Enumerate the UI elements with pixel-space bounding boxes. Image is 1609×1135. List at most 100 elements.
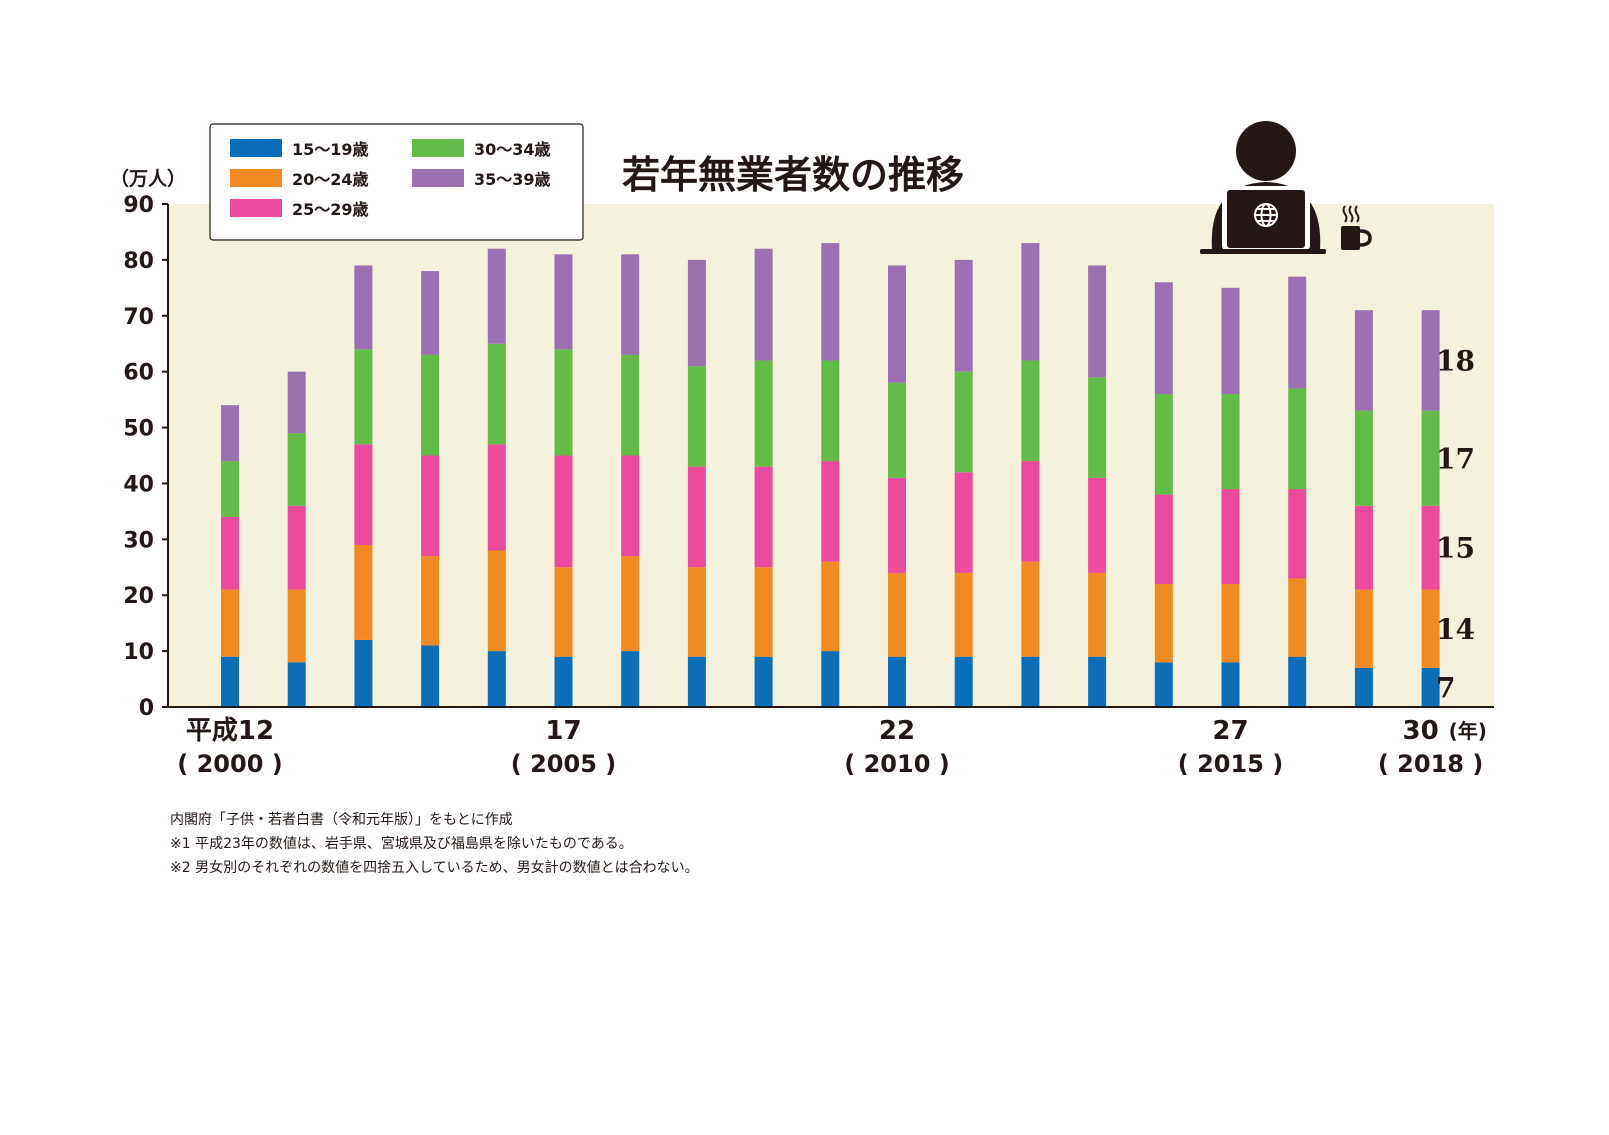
y-tick-label: 70 xyxy=(123,305,154,330)
legend-swatch xyxy=(412,169,464,187)
x-tick-label-era: 22 xyxy=(879,716,915,746)
bar-segment xyxy=(487,248,506,344)
bar-segment xyxy=(287,505,306,590)
bar-segment xyxy=(1421,667,1440,707)
bar-segment xyxy=(687,259,706,367)
bar-segment xyxy=(821,243,840,361)
bar-segment xyxy=(1354,505,1373,590)
bar-segment xyxy=(354,639,373,707)
bar-segment xyxy=(888,265,906,383)
y-tick-label: 60 xyxy=(123,361,154,386)
bar-segment xyxy=(221,656,239,707)
data-label: 15 xyxy=(1436,532,1475,565)
bar-segment xyxy=(754,360,773,467)
bar-segment xyxy=(754,567,773,657)
bar-segment xyxy=(687,466,706,568)
bar-segment xyxy=(621,254,640,355)
legend-label: 35～39歳 xyxy=(474,170,551,189)
bar-segment xyxy=(621,455,640,557)
source-note: 内閣府「子供・若者白書（令和元年版）」をもとに作成 xyxy=(170,812,513,828)
y-tick-layer: 0 10 20 30 40 50 60 70 80 90 xyxy=(123,193,168,721)
bar-segment xyxy=(1421,410,1440,506)
bar-segment xyxy=(1421,589,1440,668)
bars-layer xyxy=(221,243,1440,707)
bar-segment xyxy=(1221,489,1240,585)
bar-segment xyxy=(621,556,640,652)
bar-segment xyxy=(554,349,573,456)
data-label: 18 xyxy=(1436,344,1475,377)
bar-segment xyxy=(888,477,906,573)
legend-swatch xyxy=(230,199,282,217)
bar-segment xyxy=(354,544,373,640)
end-label-layer: 7 14 15 17 18 xyxy=(1436,344,1475,704)
data-label: 14 xyxy=(1436,613,1475,646)
bar-segment xyxy=(1088,377,1107,478)
bar-segment xyxy=(954,656,973,707)
bar-segment xyxy=(221,461,239,517)
bar-segment xyxy=(1088,572,1107,657)
y-tick-label: 20 xyxy=(123,584,154,609)
bar-segment xyxy=(487,550,506,652)
footnote-2: ※2 男女別のそれぞれの数値を四捨五入しているため、男女計の数値とは合わない。 xyxy=(170,860,699,876)
legend-label: 25～29歳 xyxy=(292,200,369,219)
x-tick-label-era: 27 xyxy=(1212,716,1248,746)
data-label: 7 xyxy=(1436,671,1455,704)
y-tick-label: 30 xyxy=(123,528,154,553)
bar-segment xyxy=(821,360,840,462)
person-at-laptop-icon xyxy=(1200,121,1326,254)
bar-segment xyxy=(1154,394,1173,495)
bar-segment xyxy=(1288,388,1307,490)
x-tick-label-year: ( 2010 ) xyxy=(844,750,949,778)
y-tick-label: 50 xyxy=(123,417,154,442)
bar-segment xyxy=(287,662,306,707)
bar-segment xyxy=(1221,584,1240,663)
x-tick-label-era: 平成12 xyxy=(186,716,274,746)
x-tick-label-era: 17 xyxy=(545,716,581,746)
bar-segment xyxy=(821,461,840,562)
y-tick-label: 80 xyxy=(123,249,154,274)
legend-label: 20～24歳 xyxy=(292,170,369,189)
globe-icon xyxy=(1254,203,1278,227)
bar-segment xyxy=(1221,394,1240,490)
bar-segment xyxy=(1154,584,1173,663)
bar-segment xyxy=(221,589,239,657)
bar-segment xyxy=(1421,310,1440,411)
bar-segment xyxy=(421,271,440,355)
bar-segment xyxy=(554,455,573,568)
bar-segment xyxy=(1288,276,1307,389)
legend-swatch xyxy=(412,139,464,157)
bar-segment xyxy=(1088,477,1107,573)
legend-label: 30～34歳 xyxy=(474,140,551,159)
bar-segment xyxy=(354,349,373,445)
bar-segment xyxy=(888,572,906,657)
bar-segment xyxy=(1354,310,1373,411)
legend-box xyxy=(209,123,584,241)
bar-segment xyxy=(421,354,440,456)
bar-segment xyxy=(1221,287,1240,395)
data-label: 17 xyxy=(1436,442,1475,475)
source-notes: 内閣府「子供・若者白書（令和元年版）」をもとに作成 ※1 平成23年の数値は、岩… xyxy=(170,808,699,880)
bar-segment xyxy=(1088,265,1107,378)
bar-segment xyxy=(287,433,306,506)
x-tick-label-era: 30 xyxy=(1403,716,1439,746)
chart-title: 若年無業者数の推移 xyxy=(622,153,964,197)
legend: 15～19歳 20～24歳 25～29歳 30～34歳 35～39歳 xyxy=(209,123,584,241)
bar-segment xyxy=(1154,282,1173,395)
x-label-layer: 平成12 ( 2000 ) 17 ( 2005 ) 22 ( 2010 ) 27 ( 2015… xyxy=(177,716,1487,778)
bar-segment xyxy=(1354,410,1373,506)
bar-segment xyxy=(354,265,373,350)
legend-items: 15～19歳 20～24歳 25～29歳 30～34歳 35～39歳 xyxy=(230,139,551,219)
bar-segment xyxy=(554,656,573,707)
bar-segment xyxy=(354,444,373,545)
bar-segment xyxy=(1021,360,1040,462)
bar-segment xyxy=(754,656,773,707)
bar-segment xyxy=(1421,505,1440,590)
bar-segment xyxy=(621,354,640,456)
bar-segment xyxy=(421,556,440,646)
bar-segment xyxy=(888,382,906,478)
bar-segment xyxy=(888,656,906,707)
bar-segment xyxy=(1354,589,1373,668)
footnote-1: ※1 平成23年の数値は、岩手県、宮城県及び福島県を除いたものである。 xyxy=(170,836,633,852)
y-tick-label: 90 xyxy=(123,193,154,218)
